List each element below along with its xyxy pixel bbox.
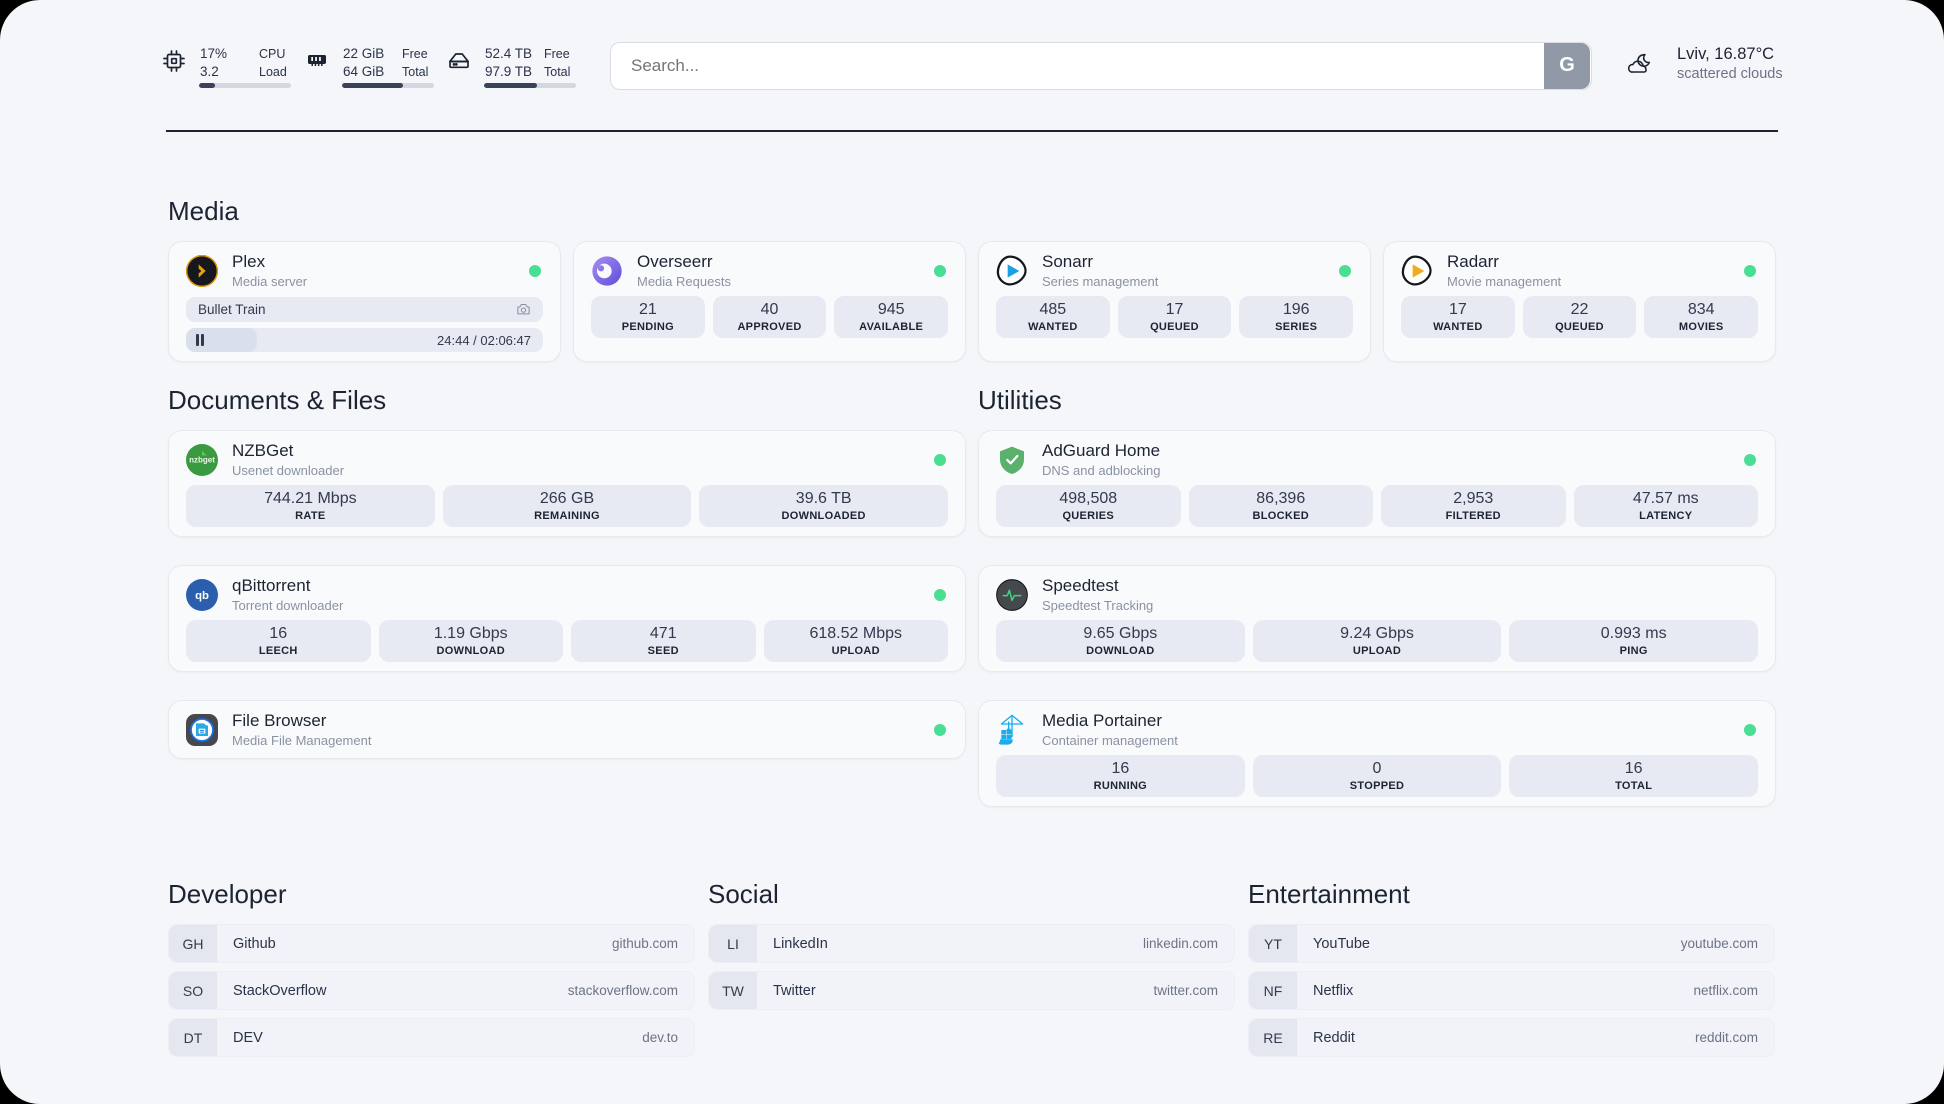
svg-text:qb: qb (195, 590, 209, 602)
svg-text:nzbget: nzbget (189, 455, 215, 464)
